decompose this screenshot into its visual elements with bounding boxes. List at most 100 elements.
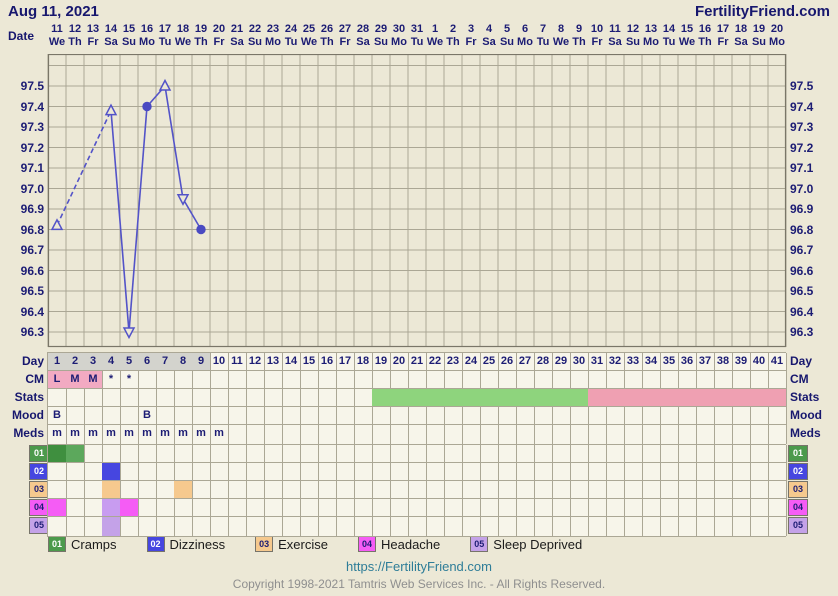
day-cell[interactable]: 35 <box>660 353 679 371</box>
symptom-cell <box>138 463 157 481</box>
symptom-cell <box>660 517 679 536</box>
symptom-cell <box>588 499 607 517</box>
date-number: 10 <box>590 23 604 35</box>
day-cell[interactable]: 7 <box>156 353 175 371</box>
symptom-row-05 <box>47 516 787 537</box>
day-cell[interactable]: 3 <box>84 353 103 371</box>
day-cell[interactable]: 8 <box>174 353 193 371</box>
date-number: 12 <box>626 23 640 35</box>
day-cell[interactable]: 17 <box>336 353 355 371</box>
symptom-cell <box>120 463 139 481</box>
symptom-cell <box>48 463 67 481</box>
symptom-cell <box>102 445 121 463</box>
day-cell[interactable]: 6 <box>138 353 157 371</box>
date-number: 1 <box>431 23 439 35</box>
legend-item-05: 05 Sleep Deprived <box>470 536 582 552</box>
cm-cell <box>570 371 589 389</box>
day-cell[interactable]: 30 <box>570 353 589 371</box>
day-cell[interactable]: 25 <box>480 353 499 371</box>
day-cell[interactable]: 16 <box>318 353 337 371</box>
symptom-cell <box>300 445 319 463</box>
day-cell[interactable]: 21 <box>408 353 427 371</box>
symptom-cell <box>372 517 391 536</box>
symptom-cell <box>678 463 697 481</box>
symptom-cell <box>156 481 175 499</box>
day-cell[interactable]: 32 <box>606 353 625 371</box>
symptom-cell <box>480 481 499 499</box>
y-axis-tick: 96.7 <box>790 243 814 257</box>
weekday-label: Fr <box>87 36 99 48</box>
date-number: 24 <box>284 23 298 35</box>
weekday-label: Mo <box>643 36 659 48</box>
day-cell[interactable]: 27 <box>516 353 535 371</box>
temp-marker <box>196 224 206 235</box>
day-cell[interactable]: 34 <box>642 353 661 371</box>
day-cell[interactable]: 4 <box>102 353 121 371</box>
weekday-label: Su <box>499 36 515 48</box>
symptom-cell <box>426 463 445 481</box>
day-cell[interactable]: 38 <box>714 353 733 371</box>
symptom-cell <box>444 463 463 481</box>
day-cell[interactable]: 40 <box>750 353 769 371</box>
day-cell[interactable]: 22 <box>426 353 445 371</box>
y-axis-tick: 97.5 <box>20 79 44 93</box>
symptom-cell <box>552 499 571 517</box>
day-cell[interactable]: 19 <box>372 353 391 371</box>
day-cell[interactable]: 15 <box>300 353 319 371</box>
brand-link[interactable]: FertilityFriend.com <box>694 3 830 20</box>
symptom-cell <box>426 445 445 463</box>
day-cell[interactable]: 12 <box>246 353 265 371</box>
day-cell[interactable]: 26 <box>498 353 517 371</box>
weekday-label: Th <box>194 36 208 48</box>
meds-cell <box>714 425 733 444</box>
day-cell[interactable]: 14 <box>282 353 301 371</box>
symptom-cell <box>498 463 517 481</box>
date-number: 27 <box>338 23 352 35</box>
symptom-cell <box>534 463 553 481</box>
day-cell[interactable]: 1 <box>48 353 67 371</box>
day-cell[interactable]: 2 <box>66 353 85 371</box>
symptom-cell <box>174 481 193 499</box>
footer-link[interactable]: https://FertilityFriend.com <box>346 559 492 574</box>
stats-cell <box>408 389 427 407</box>
day-cell[interactable]: 9 <box>192 353 211 371</box>
day-cell[interactable]: 31 <box>588 353 607 371</box>
symptom-cell <box>66 445 85 463</box>
meds-row-label-right: Meds <box>790 426 821 440</box>
date-number: 21 <box>230 23 244 35</box>
top-bar: Aug 11, 2021 FertilityFriend.com <box>0 3 838 21</box>
symptom-cell <box>138 499 157 517</box>
y-axis-tick: 97.4 <box>20 99 44 114</box>
stats-cell <box>246 389 265 407</box>
symptom-cell <box>570 517 589 536</box>
day-cell[interactable]: 33 <box>624 353 643 371</box>
date-number: 17 <box>158 23 172 35</box>
day-cell[interactable]: 28 <box>534 353 553 371</box>
day-cell[interactable]: 18 <box>354 353 373 371</box>
day-cell[interactable]: 20 <box>390 353 409 371</box>
meds-cell <box>318 425 337 444</box>
symptom-cell <box>120 445 139 463</box>
symptom-cell <box>732 499 751 517</box>
date-number: 26 <box>320 23 334 35</box>
day-cell[interactable]: 37 <box>696 353 715 371</box>
temperature-chart[interactable] <box>0 54 838 348</box>
symptom-label-04: 04 <box>788 499 808 516</box>
day-cell[interactable]: 29 <box>552 353 571 371</box>
symptom-cell <box>372 499 391 517</box>
day-cell[interactable]: 11 <box>228 353 247 371</box>
day-cell[interactable]: 23 <box>444 353 463 371</box>
day-cell[interactable]: 13 <box>264 353 283 371</box>
day-row-label-right: Day <box>790 354 813 368</box>
day-cell[interactable]: 36 <box>678 353 697 371</box>
day-cell[interactable]: 41 <box>768 353 787 371</box>
day-cell[interactable]: 5 <box>120 353 139 371</box>
meds-cell <box>300 425 319 444</box>
day-cell[interactable]: 24 <box>462 353 481 371</box>
stats-cell <box>678 389 697 407</box>
meds-cell: m <box>120 425 139 444</box>
day-cell[interactable]: 10 <box>210 353 229 371</box>
day-cell[interactable]: 39 <box>732 353 751 371</box>
symptom-cell <box>192 445 211 463</box>
date-number: 31 <box>410 23 424 35</box>
